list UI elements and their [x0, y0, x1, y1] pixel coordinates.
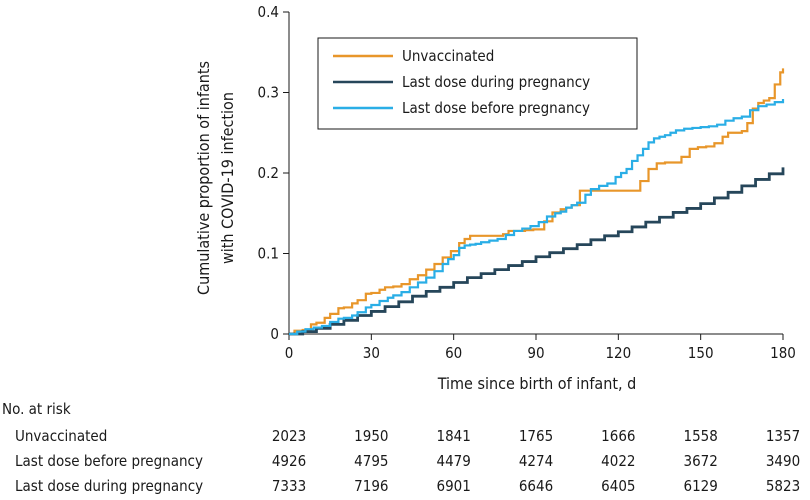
- risk-cell: 1357: [765, 427, 801, 445]
- risk-cell: 3672: [683, 452, 718, 470]
- risk-cell: 1950: [354, 427, 389, 445]
- risk-row-label: Last dose during pregnancy: [15, 477, 204, 495]
- risk-cell: 7333: [271, 477, 307, 495]
- x-tick-label: 180: [770, 344, 796, 362]
- series-layer: [289, 68, 785, 336]
- x-tick-label: 0: [285, 344, 294, 362]
- risk-cell: 1765: [518, 427, 554, 445]
- risk-cell: 2023: [271, 427, 307, 445]
- risk-cell: 3490: [765, 452, 801, 470]
- legend-label-unvaccinated: Unvaccinated: [402, 47, 494, 65]
- risk-cell: 4479: [436, 452, 471, 470]
- risk-cell: 6129: [683, 477, 718, 495]
- series-line-before-pregnancy: [289, 98, 785, 336]
- x-tick-label: 60: [445, 344, 462, 362]
- risk-cell: 7196: [354, 477, 389, 495]
- y-axis-title-line-2: with COVID-19 infection: [218, 92, 237, 264]
- risk-row-label: Unvaccinated: [15, 427, 108, 445]
- risk-row-during-pregnancy: Last dose during pregnancy 7333 7196 6901 6…: [0, 477, 810, 499]
- y-axis-title: Cumulative proportion of infants with CO…: [194, 61, 237, 295]
- x-tick-label: 90: [527, 344, 544, 362]
- km-chart: Cumulative proportion of infants with CO…: [194, 3, 796, 393]
- y-tick-label: 0.4: [258, 3, 279, 21]
- risk-table-title: No. at risk: [2, 400, 71, 418]
- y-tick-label: 0: [270, 325, 279, 343]
- y-axis-title-line-1: Cumulative proportion of infants: [194, 61, 213, 295]
- legend-label-during-pregnancy: Last dose during pregnancy: [402, 73, 590, 91]
- risk-row-unvaccinated: Unvaccinated 2023 1950 1841 1765 1666 1558 135…: [0, 427, 810, 449]
- y-tick-label: 0.1: [258, 245, 279, 263]
- x-axis-title: Time since birth of infant, d: [437, 374, 637, 393]
- risk-cell: 4274: [518, 452, 554, 470]
- risk-table: No. at risk Unvaccinated 2023 1950 1841 176…: [0, 398, 810, 498]
- x-tick-label: 150: [688, 344, 714, 362]
- y-tick-label: 0.3: [258, 84, 279, 102]
- risk-row-label: Last dose before pregnancy: [15, 452, 203, 470]
- risk-cell: 6646: [518, 477, 554, 495]
- legend-label-before-pregnancy: Last dose before pregnancy: [402, 99, 590, 117]
- risk-cell: 1558: [683, 427, 718, 445]
- legend: Unvaccinated Last dose during pregnancy …: [317, 37, 638, 130]
- series-line-unvaccinated: [289, 68, 785, 336]
- x-tick-label: 120: [605, 344, 631, 362]
- risk-cell: 4926: [271, 452, 307, 470]
- risk-cell: 6405: [601, 477, 636, 495]
- series-line-during-pregnancy: [289, 167, 785, 336]
- risk-cell: 4795: [354, 452, 389, 470]
- legend-box: [317, 37, 638, 130]
- risk-cell: 1666: [601, 427, 636, 445]
- risk-cell: 1841: [436, 427, 471, 445]
- risk-row-before-pregnancy: Last dose before pregnancy 4926 4795 4479 4…: [0, 452, 810, 474]
- x-tick-label: 30: [363, 344, 380, 362]
- y-tick-label: 0.2: [258, 164, 279, 182]
- axes: 0 0.1 0.2 0.3 0.4 0 30 60 90 120 150 180: [258, 3, 796, 362]
- risk-cell: 5823: [765, 477, 801, 495]
- risk-cell: 6901: [436, 477, 471, 495]
- risk-cell: 4022: [601, 452, 636, 470]
